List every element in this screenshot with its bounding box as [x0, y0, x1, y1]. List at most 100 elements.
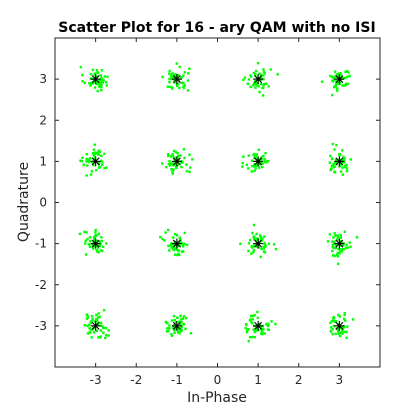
received-sample-point — [320, 80, 324, 83]
x-tick-label: 0 — [214, 373, 222, 387]
y-tick-label: 2 — [39, 113, 47, 127]
asterisk-stroke — [172, 321, 181, 330]
received-sample-point — [103, 167, 106, 170]
received-sample-point — [337, 313, 340, 317]
received-sample-point — [171, 162, 174, 165]
received-sample-point — [95, 75, 99, 78]
received-sample-point — [178, 236, 181, 239]
received-sample-point — [100, 88, 103, 92]
received-sample-point — [252, 153, 255, 156]
asterisk-stroke — [91, 157, 100, 166]
received-sample-point — [262, 154, 265, 158]
received-sample-point — [89, 84, 92, 87]
received-sample-point — [173, 253, 177, 256]
received-sample-point — [331, 80, 335, 83]
asterisk-stroke — [335, 157, 344, 166]
received-sample-point — [93, 152, 97, 155]
received-sample-point — [262, 78, 265, 81]
received-sample-point — [182, 323, 186, 326]
received-sample-point — [337, 72, 340, 75]
asterisk-stroke — [335, 321, 344, 330]
received-sample-point — [173, 159, 177, 162]
received-sample-point — [171, 172, 175, 175]
received-sample-point — [344, 246, 348, 250]
received-sample-point — [336, 80, 339, 84]
ideal-constellation-point — [334, 320, 345, 331]
received-sample-point — [89, 320, 93, 323]
received-sample-point — [100, 236, 103, 239]
received-sample-point — [253, 244, 256, 247]
received-sample-point — [83, 323, 86, 327]
received-sample-point — [98, 78, 101, 82]
received-sample-point — [90, 82, 93, 85]
received-sample-point — [338, 165, 341, 168]
received-sample-point — [180, 81, 184, 84]
received-sample-point — [249, 74, 252, 77]
received-sample-point — [183, 84, 187, 87]
received-sample-point — [175, 316, 179, 319]
received-sample-point — [333, 170, 336, 174]
received-sample-point — [331, 249, 334, 253]
received-sample-point — [184, 327, 187, 331]
x-tick-label: 1 — [254, 373, 262, 387]
received-sample-point — [253, 237, 256, 241]
received-sample-point — [94, 235, 97, 238]
received-sample-point — [182, 85, 185, 88]
received-sample-point — [93, 72, 97, 75]
received-sample-point — [99, 249, 102, 252]
received-sample-point — [170, 246, 173, 249]
received-sample-point — [335, 73, 338, 76]
received-sample-point — [83, 81, 87, 85]
received-sample-point — [100, 69, 104, 72]
received-sample-point — [100, 154, 103, 158]
received-sample-point — [337, 247, 340, 251]
received-sample-point — [191, 158, 194, 161]
received-sample-point — [328, 161, 332, 164]
received-sample-point — [266, 328, 270, 331]
received-sample-point — [98, 240, 102, 243]
ideal-constellation-point — [334, 238, 345, 249]
received-sample-point — [105, 334, 108, 337]
asterisk-stroke — [254, 239, 263, 248]
received-sample-point — [90, 336, 93, 339]
received-sample-point — [171, 72, 174, 75]
received-sample-point — [90, 169, 94, 173]
received-sample-point — [182, 315, 186, 318]
received-sample-point — [256, 310, 259, 314]
received-sample-point — [172, 246, 176, 249]
received-sample-point — [343, 330, 346, 334]
received-sample-point — [165, 166, 168, 169]
received-sample-point — [177, 74, 180, 77]
received-sample-point — [182, 250, 185, 253]
received-sample-point — [332, 324, 336, 328]
received-sample-point — [86, 314, 89, 318]
received-sample-point — [274, 247, 278, 251]
received-sample-point — [331, 142, 335, 146]
x-tick-label: -3 — [90, 373, 102, 387]
received-sample-point — [96, 71, 99, 75]
received-sample-point — [254, 238, 258, 241]
x-axis-label: In-Phase — [187, 390, 247, 406]
asterisk-stroke — [335, 75, 344, 84]
received-sample-point — [250, 165, 254, 168]
asterisk-stroke — [254, 157, 263, 166]
received-sample-point — [172, 236, 175, 239]
received-sample-point — [81, 73, 84, 77]
plot-area: -3 -2 -1 0 1 2 3 -3 -2 -1 0 1 2 3 — [35, 37, 381, 387]
received-sample-point — [180, 329, 183, 332]
received-sample-point — [168, 324, 171, 327]
received-sample-point — [175, 248, 179, 252]
received-sample-point — [260, 158, 263, 161]
received-sample-point — [339, 71, 342, 75]
received-sample-point — [336, 251, 339, 255]
received-sample-point — [333, 240, 336, 244]
received-sample-point — [91, 68, 95, 72]
ideal-constellation-point — [171, 238, 182, 249]
received-sample-point — [330, 319, 334, 323]
received-sample-point — [257, 148, 261, 152]
received-sample-point — [180, 317, 183, 321]
received-sample-point — [91, 314, 94, 318]
received-sample-point — [257, 85, 260, 88]
received-sample-point — [258, 163, 261, 166]
received-sample-point — [99, 159, 103, 163]
